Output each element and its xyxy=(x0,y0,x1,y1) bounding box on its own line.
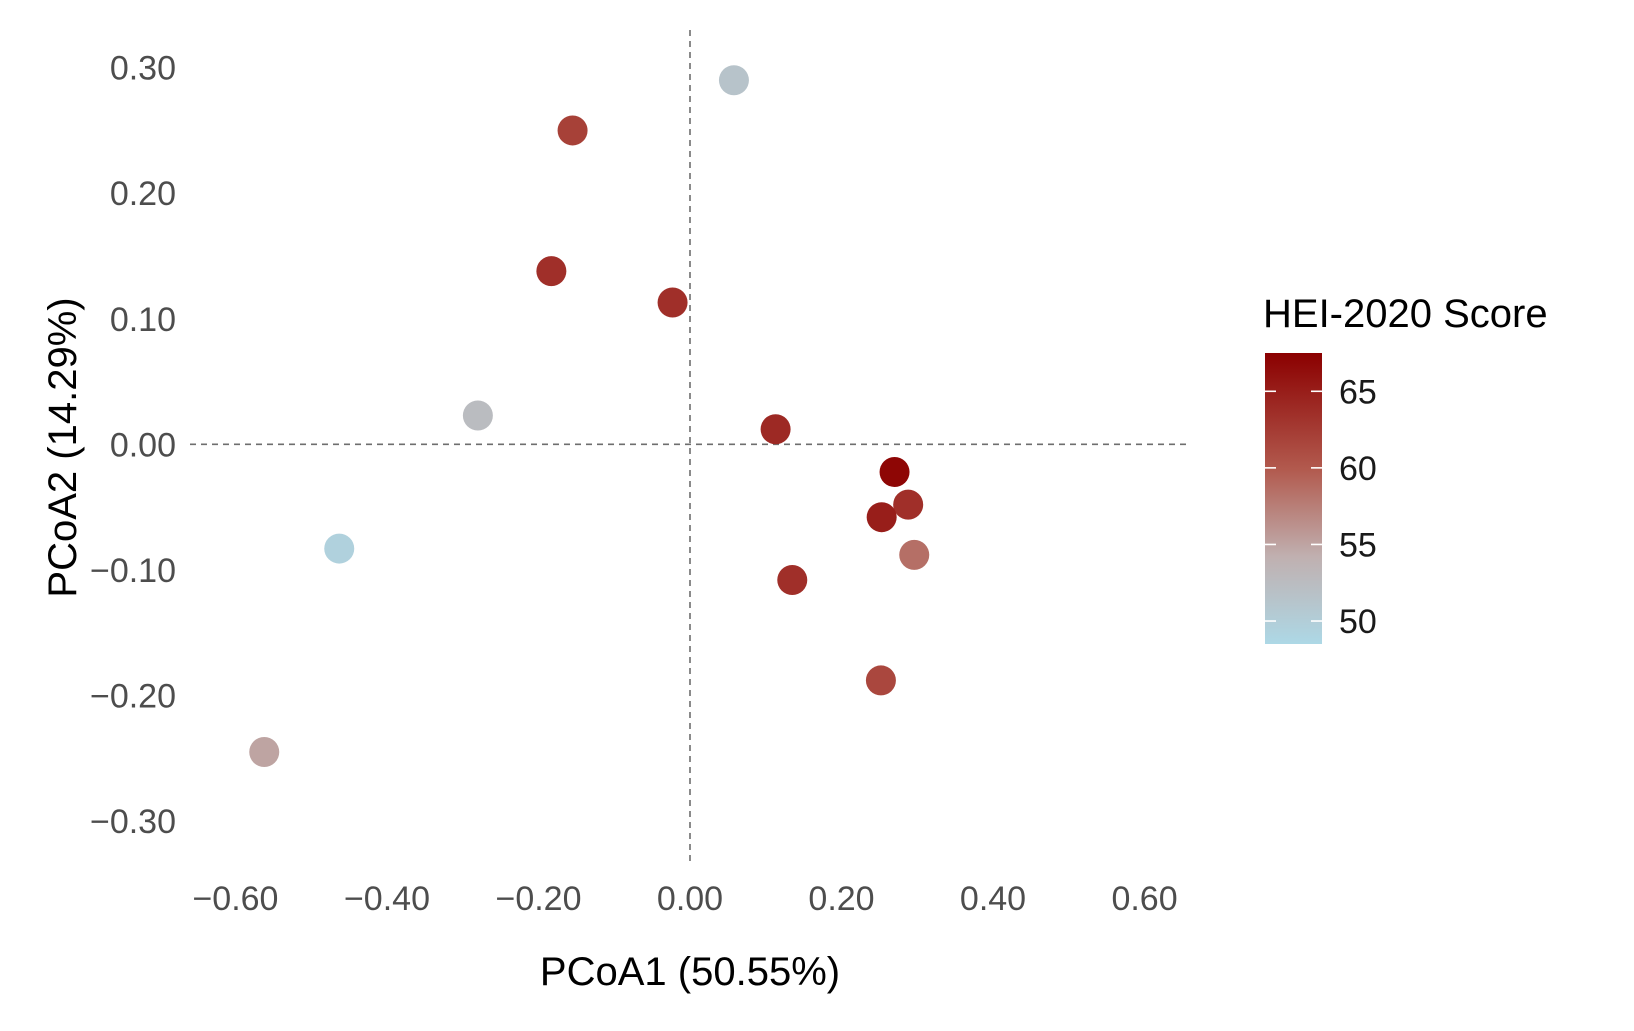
legend-break-label: 65 xyxy=(1339,373,1377,411)
scatter-point-11 xyxy=(324,533,355,564)
y-tick-label: 0.20 xyxy=(110,175,176,213)
x-tick-label: 0.00 xyxy=(657,880,723,918)
legend-break-label: 50 xyxy=(1339,603,1377,641)
x-tick-label: 0.60 xyxy=(1111,880,1177,918)
y-tick-label: −0.20 xyxy=(90,677,176,715)
scatter-point-3 xyxy=(536,256,567,287)
y-tick-label: 0.30 xyxy=(110,50,176,88)
x-axis-ticks: −0.60 −0.40 −0.20 0.00 0.20 0.40 0.60 xyxy=(192,880,1177,918)
y-axis-ticks: 0.30 0.20 0.10 0.00 −0.10 −0.20 −0.30 xyxy=(90,50,176,841)
x-tick-label: −0.60 xyxy=(192,880,278,918)
legend-break-label: 60 xyxy=(1339,450,1377,488)
scatter-point-9 xyxy=(866,502,897,533)
scatter-point-6 xyxy=(760,414,791,445)
y-tick-label: 0.10 xyxy=(110,301,176,339)
x-tick-label: −0.40 xyxy=(344,880,430,918)
scatter-point-1 xyxy=(718,65,749,96)
scatter-point-12 xyxy=(777,564,808,595)
y-axis-title: PCoA2 (14.29%) xyxy=(41,297,85,597)
scatter-point-2 xyxy=(557,115,588,146)
scatter-point-13 xyxy=(865,665,896,696)
plot-area xyxy=(190,30,1190,865)
scatter-point-5 xyxy=(462,400,493,431)
scatter-point-10 xyxy=(899,539,930,570)
scatter-point-8 xyxy=(893,489,924,520)
y-tick-label: −0.10 xyxy=(90,552,176,590)
y-tick-label: 0.00 xyxy=(110,426,176,464)
legend-colorbar xyxy=(1265,353,1322,644)
y-tick-label: −0.30 xyxy=(90,803,176,841)
legend-ticks: 65 60 55 50 xyxy=(1265,373,1377,641)
x-axis-title: PCoA1 (50.55%) xyxy=(540,950,840,994)
scatter-point-14 xyxy=(249,736,280,767)
scatter-point-4 xyxy=(657,287,688,318)
scatter-point-7 xyxy=(879,456,910,487)
x-tick-label: 0.40 xyxy=(960,880,1026,918)
x-tick-label: −0.20 xyxy=(495,880,581,918)
color-legend: HEI-2020 Score 65 60 55 50 xyxy=(1263,292,1548,644)
legend-title: HEI-2020 Score xyxy=(1263,292,1548,336)
x-tick-label: 0.20 xyxy=(808,880,874,918)
legend-break-label: 55 xyxy=(1339,526,1377,564)
